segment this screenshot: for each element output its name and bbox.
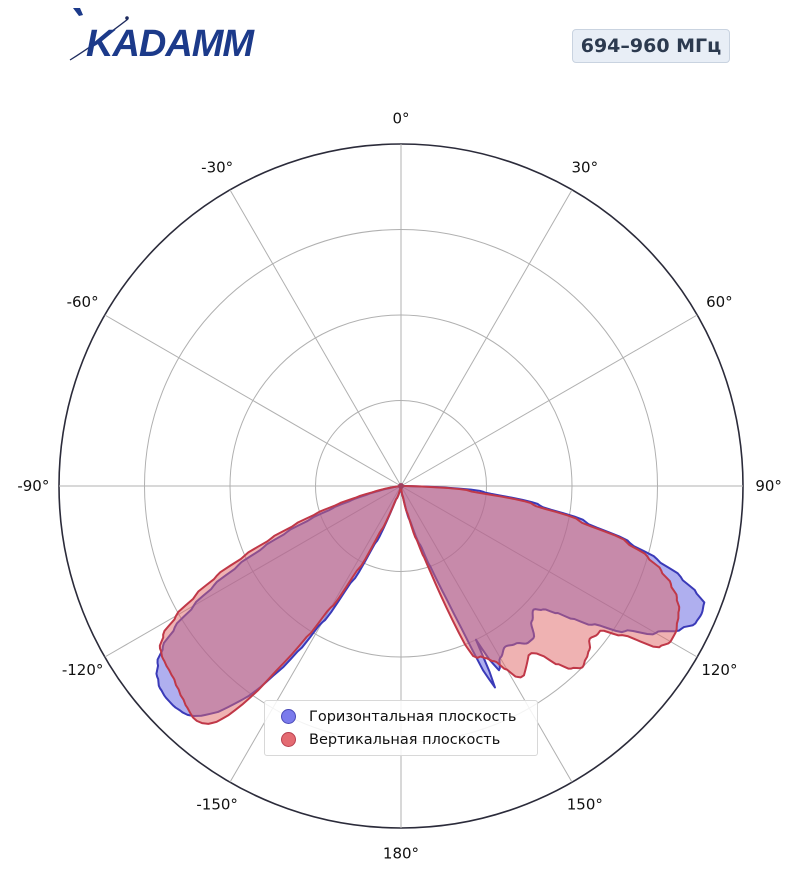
angle-tick-label: 0° [392, 109, 409, 127]
angle-tick-label: -60° [67, 293, 99, 311]
angle-tick-label: -120° [62, 661, 104, 679]
legend-entry-horizontal: Горизонтальная плоскость [281, 705, 537, 728]
legend-entry-vertical: Вертикальная плоскость [281, 728, 537, 751]
legend-label-vertical: Вертикальная плоскость [309, 731, 501, 748]
angular-grid-line [400, 314, 698, 487]
angular-grid-line [104, 314, 402, 487]
svg-text:KADAMM: KADAMM [86, 23, 255, 62]
angle-tick-label: -30° [201, 159, 233, 177]
series-vertical-plane [158, 485, 681, 725]
series-layer [155, 483, 706, 725]
legend: Горизонтальная плоскость Вертикальная пл… [264, 700, 538, 756]
frequency-badge: 694–960 МГц [572, 29, 730, 63]
angle-tick-label: -150° [196, 795, 238, 813]
chart-origin [398, 483, 404, 489]
legend-label-horizontal: Горизонтальная плоскость [309, 708, 517, 725]
angular-grid-line [229, 189, 402, 487]
angle-tick-label: 60° [706, 293, 733, 311]
angle-tick-label: 120° [701, 661, 737, 679]
legend-marker-vertical [281, 732, 296, 747]
angle-tick-label: 90° [755, 477, 782, 495]
angle-tick-label: 180° [383, 845, 419, 863]
kadamm-logo: KADAMM [69, 8, 256, 62]
angle-tick-labels: 0° 30° 60° 90° 120° 150° 180° -150° -120° -90° -60… [17, 109, 782, 862]
angle-tick-label: 30° [572, 159, 599, 177]
angular-grid-line [400, 189, 573, 487]
legend-marker-horizontal [281, 709, 296, 724]
angle-tick-label: -90° [17, 477, 49, 495]
angle-tick-label: 150° [567, 795, 603, 813]
